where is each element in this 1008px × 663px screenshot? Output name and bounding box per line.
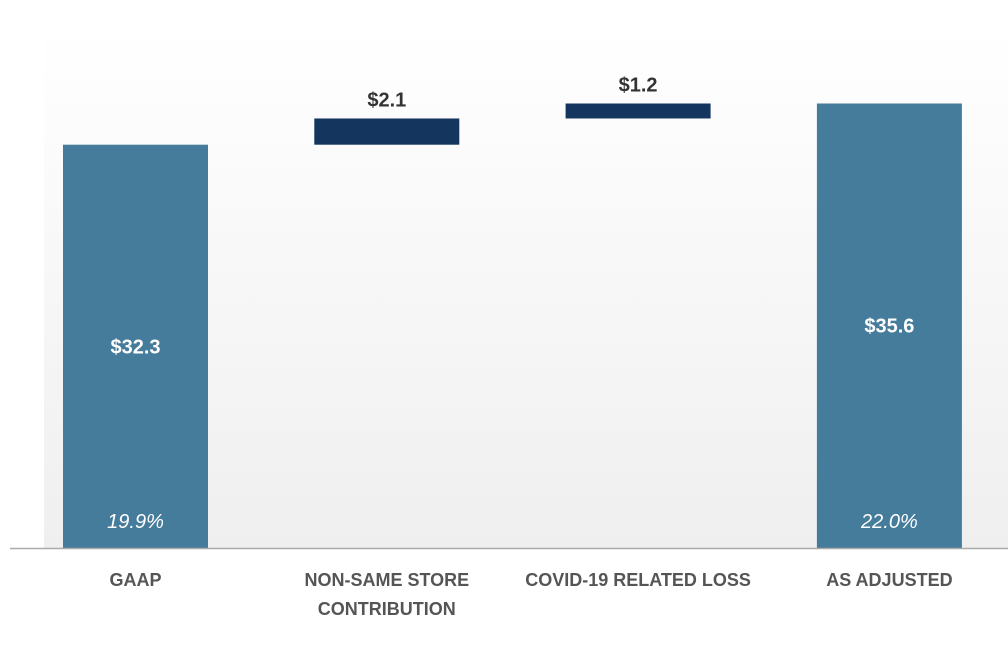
- bar-1: [314, 118, 460, 145]
- percent-label-0: 19.9%: [107, 511, 164, 533]
- bar-3: [816, 103, 962, 548]
- category-label-3: AS ADJUSTED: [826, 570, 952, 590]
- percent-label-3: 22.0%: [860, 511, 918, 533]
- labels-layer: $32.3 19.9% $2.1 $1.2 $35.6 22.0%: [107, 74, 918, 533]
- category-label-2: COVID-19 RELATED LOSS: [525, 570, 751, 590]
- category-label-0: GAAP: [109, 570, 161, 590]
- bar-0: [63, 144, 208, 548]
- category-labels: GAAP NON-SAME STORE CONTRIBUTION COVID-19 R…: [109, 570, 952, 619]
- value-label-3: $35.6: [864, 316, 914, 338]
- value-label-0: $32.3: [110, 336, 160, 358]
- value-label-2: $1.2: [619, 74, 658, 96]
- bars-layer: [63, 103, 962, 548]
- value-label-1: $2.1: [367, 89, 406, 111]
- bar-2: [565, 103, 711, 119]
- category-label-1: NON-SAME STORE CONTRIBUTION: [304, 570, 469, 619]
